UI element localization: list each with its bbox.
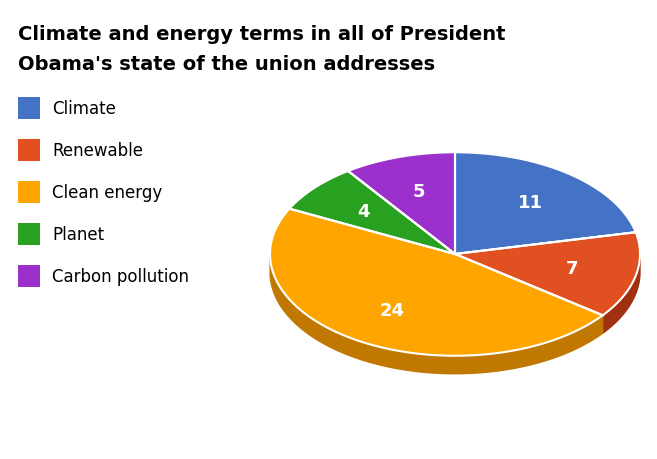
Text: 4: 4	[357, 202, 370, 220]
Polygon shape	[289, 172, 455, 254]
Polygon shape	[270, 209, 602, 356]
Polygon shape	[348, 153, 455, 254]
Text: Clean energy: Clean energy	[52, 184, 162, 202]
Bar	[18, 224, 40, 246]
Text: Planet: Planet	[52, 225, 104, 243]
Text: Obama's state of the union addresses: Obama's state of the union addresses	[18, 55, 435, 74]
Bar	[18, 140, 40, 162]
Text: 11: 11	[518, 194, 543, 212]
Text: 24: 24	[379, 302, 404, 319]
Text: Renewable: Renewable	[52, 142, 143, 160]
Text: Carbon pollution: Carbon pollution	[52, 268, 189, 285]
Polygon shape	[270, 258, 602, 374]
Text: Climate: Climate	[52, 100, 116, 118]
Polygon shape	[602, 255, 640, 334]
Text: 5: 5	[413, 183, 425, 201]
Text: Climate and energy terms in all of President: Climate and energy terms in all of Presi…	[18, 25, 505, 44]
Text: 7: 7	[566, 260, 579, 278]
Bar	[18, 265, 40, 287]
Bar	[18, 98, 40, 120]
Polygon shape	[455, 153, 636, 254]
Bar	[18, 182, 40, 203]
Polygon shape	[455, 233, 640, 316]
